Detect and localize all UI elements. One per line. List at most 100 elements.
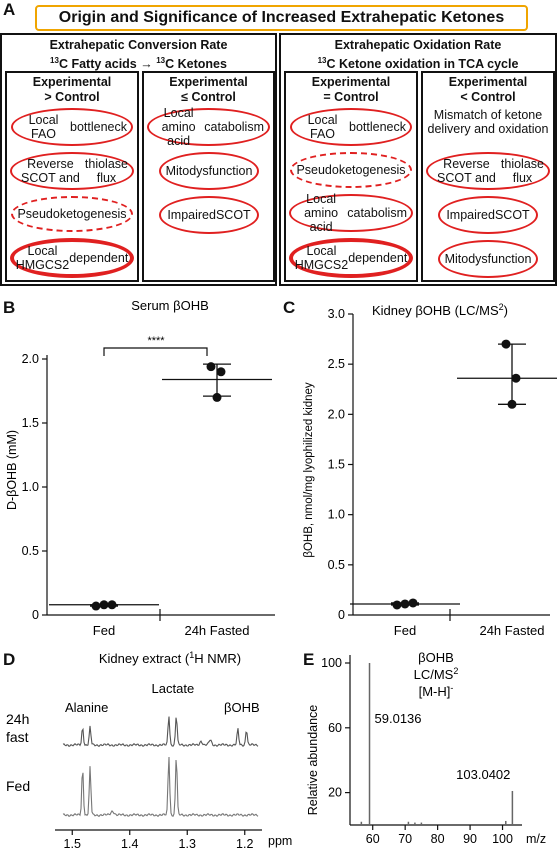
peak-label: Lactate bbox=[152, 681, 195, 696]
y-tick-label: 20 bbox=[328, 786, 342, 800]
y-axis-label: βOHB, nmol/mg lyophilized kidney bbox=[303, 382, 315, 558]
panel-letter-e: E bbox=[303, 650, 315, 669]
panel-a-title: Origin and Significance of Increased Ext… bbox=[35, 5, 528, 31]
data-point bbox=[216, 367, 226, 377]
column-header: Experimental < Control bbox=[448, 75, 528, 104]
chart-kidney-bohb: Kidney βOHB (LC/MS2) βOHB, nmol/mg lyoph… bbox=[303, 302, 557, 638]
spectrum-trace bbox=[62, 716, 259, 748]
x-tick-label: 1.2 bbox=[236, 837, 253, 850]
ms-peak-label: 59.0136 bbox=[375, 711, 422, 726]
y-tick-label: 1.5 bbox=[22, 416, 39, 430]
data-point bbox=[99, 600, 109, 610]
oxidation-rate-box: Extrahepatic Oxidation Rate 13C Ketone o… bbox=[279, 33, 557, 286]
peak-label: Alanine bbox=[65, 700, 108, 715]
ms-title-line2: LC/MS2 bbox=[414, 666, 459, 682]
x-tick-label: 100 bbox=[492, 832, 513, 846]
x-tick-label: 1.3 bbox=[179, 837, 196, 850]
series-label-fast: fast bbox=[6, 729, 29, 745]
data-point bbox=[107, 600, 117, 610]
ms-peak-label: 103.0402 bbox=[456, 767, 510, 782]
column-header: Experimental > Control bbox=[32, 75, 112, 104]
oxidation-equal-column: Experimental = Control Local FAO bottlenec… bbox=[284, 71, 418, 282]
panel-letter-d: D bbox=[3, 650, 16, 669]
y-tick-label: 1.0 bbox=[328, 508, 345, 522]
data-point bbox=[408, 598, 418, 608]
y-tick-label: 60 bbox=[328, 721, 342, 735]
chart-title: Serum βOHB bbox=[131, 298, 209, 313]
oxidation-header-2: 13C Ketone oxidation in TCA cycle bbox=[317, 56, 519, 72]
y-tick-label: 1.5 bbox=[328, 458, 345, 472]
column-header: Experimental = Control bbox=[311, 75, 391, 104]
x-tick-label: 60 bbox=[366, 832, 380, 846]
oval-local-hmgcs2: Local HMGCS2 dependent bbox=[289, 238, 413, 278]
y-tick-label: 3.0 bbox=[328, 307, 345, 321]
oval-local-hmgcs2: Local HMGCS2 dependent bbox=[10, 238, 134, 278]
conversion-header-2: 13C Fatty acids → 13C Ketones bbox=[50, 56, 227, 72]
y-tick-label: 1.0 bbox=[22, 480, 39, 494]
data-point bbox=[392, 600, 402, 610]
spectrum-trace bbox=[62, 756, 259, 818]
oval-mito-dysfunction: Mito dysfunction bbox=[438, 240, 538, 278]
y-axis-label: Relative abundance bbox=[306, 705, 320, 816]
y-tick-label: 0.5 bbox=[328, 558, 345, 572]
oval-amino-acid: Local amino acid catabolism bbox=[289, 192, 413, 234]
oval-reverse-scot: Reverse SCOT and thiolase flux bbox=[426, 152, 550, 190]
data-point bbox=[501, 339, 511, 349]
chart-title: Kidney extract (1H NMR) bbox=[99, 650, 241, 666]
oval-local-fao: Local FAO bottleneck bbox=[11, 108, 133, 146]
chart-nmr: Kidney extract (1H NMR) 24h fast Fed Ala… bbox=[6, 650, 292, 850]
oval-mito-dysfunction: Mito dysfunction bbox=[159, 152, 259, 190]
oval-local-fao: Local FAO bottleneck bbox=[290, 108, 412, 146]
panel-letter-c: C bbox=[283, 298, 296, 317]
y-tick-label: 0.5 bbox=[22, 544, 39, 558]
x-axis-label: ppm bbox=[268, 834, 292, 848]
y-tick-label: 2.0 bbox=[22, 352, 39, 366]
y-tick-label: 2.0 bbox=[328, 407, 345, 421]
data-point bbox=[400, 599, 410, 609]
peak-label: βOHB bbox=[224, 700, 260, 715]
conversion-less-column: Experimental ≤ Control Local amino acid ca… bbox=[142, 71, 275, 282]
data-point bbox=[212, 392, 222, 402]
y-tick-label: 0 bbox=[32, 608, 39, 622]
oval-reverse-scot: Reverse SCOT and thiolase flux bbox=[10, 152, 134, 190]
data-point bbox=[511, 373, 521, 383]
x-tick-fed: Fed bbox=[394, 623, 416, 638]
panel-letter-a: A bbox=[3, 0, 16, 19]
oval-impaired-scot: Impaired SCOT bbox=[438, 196, 538, 234]
oxidation-header-1: Extrahepatic Oxidation Rate bbox=[334, 38, 502, 52]
oval-pseudoketogenesis: Pseudoketogenesis bbox=[290, 152, 412, 188]
x-tick-label: 70 bbox=[398, 832, 412, 846]
x-tick-fasted: 24h Fasted bbox=[479, 623, 544, 638]
x-tick-label: 1.5 bbox=[64, 837, 81, 850]
x-tick-fed: Fed bbox=[93, 623, 115, 638]
conversion-rate-box: Extrahepatic Conversion Rate 13C Fatty a… bbox=[0, 33, 277, 286]
y-tick-label: 100 bbox=[321, 656, 342, 670]
x-tick-fasted: 24h Fasted bbox=[184, 623, 249, 638]
y-tick-label: 2.5 bbox=[328, 357, 345, 371]
significance-bracket bbox=[103, 347, 208, 356]
x-axis-label: m/z bbox=[526, 832, 546, 846]
oval-amino-acid: Local amino acid catabolism bbox=[147, 106, 270, 148]
ms-title-line1: βOHB bbox=[418, 650, 454, 665]
series-label-24h: 24h bbox=[6, 711, 29, 727]
significance-stars: **** bbox=[147, 335, 165, 347]
oxidation-less-column: Experimental < Control Mismatch of ketone… bbox=[421, 71, 555, 282]
y-axis-label: D-βOHB (mM) bbox=[5, 430, 19, 510]
chart-title: Kidney βOHB (LC/MS2) bbox=[372, 302, 508, 318]
conversion-greater-column: Experimental > Control Local FAO bottlenec… bbox=[5, 71, 139, 282]
x-tick-label: 1.4 bbox=[121, 837, 138, 850]
data-point bbox=[507, 399, 517, 409]
chart-serum-bohb: Serum βOHB D-βOHB (mM) 0 0.5 1.0 1.5 2.0 Fed… bbox=[5, 298, 275, 638]
x-tick-label: 90 bbox=[463, 832, 477, 846]
chart-mass-spec: βOHB LC/MS2 [M-H]- Relative abundance 20… bbox=[306, 650, 546, 846]
data-point bbox=[206, 362, 216, 372]
conversion-header-1: Extrahepatic Conversion Rate bbox=[49, 38, 228, 52]
ms-title-line3: [M-H]- bbox=[419, 683, 454, 699]
y-tick-label: 0 bbox=[338, 608, 345, 622]
data-point bbox=[91, 601, 101, 611]
series-label-fed: Fed bbox=[6, 778, 30, 794]
panel-letter-b: B bbox=[3, 298, 16, 317]
oval-pseudoketogenesis: Pseudoketogenesis bbox=[11, 196, 133, 232]
mismatch-note: Mismatch of ketone delivery and oxidation bbox=[427, 108, 549, 136]
oval-impaired-scot: Impaired SCOT bbox=[159, 196, 259, 234]
